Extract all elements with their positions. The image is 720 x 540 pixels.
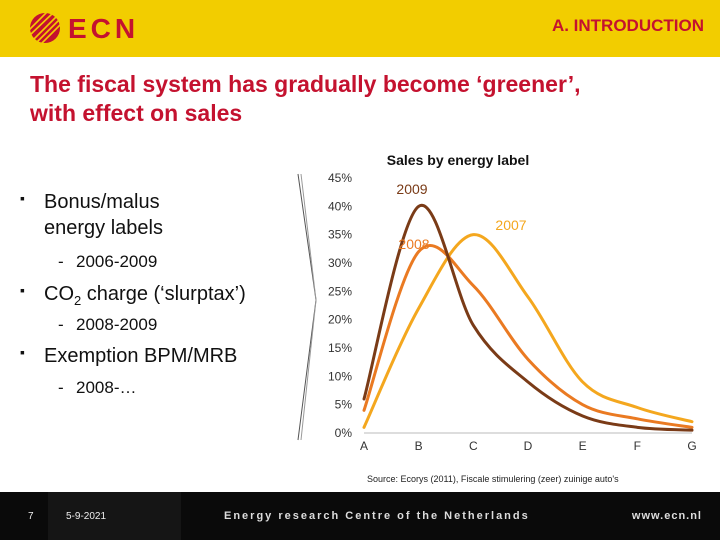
footer-organization: Energy research Centre of the Netherland… <box>224 510 530 522</box>
y-tick-label: 20% <box>328 313 352 327</box>
bullet-marker: ▪ <box>20 282 25 298</box>
page-number: 7 <box>28 511 34 522</box>
x-tick-label: D <box>524 439 533 453</box>
x-tick-label: E <box>579 439 587 453</box>
y-tick-label: 40% <box>328 199 352 213</box>
bullet-marker: ▪ <box>20 190 25 206</box>
footer-bar: 7 5-9-2021 Energy research Centre of the… <box>0 492 720 540</box>
ecn-logo[interactable]: ECN <box>28 10 148 46</box>
slide-title-line1: The fiscal system has gradually become ‘… <box>30 71 581 97</box>
sub-bullet-bonus-years: -2006-2009 <box>58 252 158 271</box>
y-tick-label: 45% <box>328 171 352 185</box>
sub-bullet-exemption-years: -2008-… <box>58 378 137 397</box>
y-tick-label: 30% <box>328 256 352 270</box>
footer-date: 5-9-2021 <box>66 511 107 522</box>
bracket-arrow <box>297 173 317 441</box>
y-tick-label: 15% <box>328 341 352 355</box>
y-tick-label: 0% <box>335 426 353 440</box>
y-tick-label: 5% <box>335 398 353 412</box>
series-label-2009: 2009 <box>396 181 427 197</box>
svg-text:ECN: ECN <box>68 13 139 44</box>
bullet-marker: ▪ <box>20 344 25 360</box>
footer-url[interactable]: www.ecn.nl <box>631 510 702 522</box>
ecn-logo-graphic: ECN <box>28 10 139 45</box>
series-label-2007: 2007 <box>495 217 526 233</box>
series-line-2009 <box>362 203 694 432</box>
y-tick-label: 25% <box>328 284 352 298</box>
chart-source: Source: Ecorys (2011), Fiscale stimuleri… <box>367 474 619 484</box>
sales-chart: Sales by energy label 0% 5% 10% 15% 20% 25% 30%… <box>328 152 697 453</box>
chart-title: Sales by energy label <box>387 152 529 168</box>
slide-title: The fiscal system has gradually become ‘… <box>30 70 710 128</box>
x-tick-label: F <box>634 439 641 453</box>
header-bar: ECN A. INTRODUCTION <box>0 0 720 57</box>
footer-segment <box>48 492 181 540</box>
sub-bullet-co2-years: -2008-2009 <box>58 315 158 334</box>
x-tick-label: C <box>469 439 478 453</box>
series-line-2008 <box>362 244 694 429</box>
slide-title-line2: with effect on sales <box>30 100 243 126</box>
x-tick-label: A <box>360 439 368 453</box>
section-title: A. INTRODUCTION <box>551 16 704 35</box>
x-tick-label: G <box>687 439 696 453</box>
series-line-2007 <box>362 233 694 429</box>
y-tick-label: 10% <box>328 369 352 383</box>
y-tick-label: 35% <box>328 228 352 242</box>
x-tick-label: B <box>415 439 423 453</box>
series-label-2008: 2008 <box>398 236 429 252</box>
